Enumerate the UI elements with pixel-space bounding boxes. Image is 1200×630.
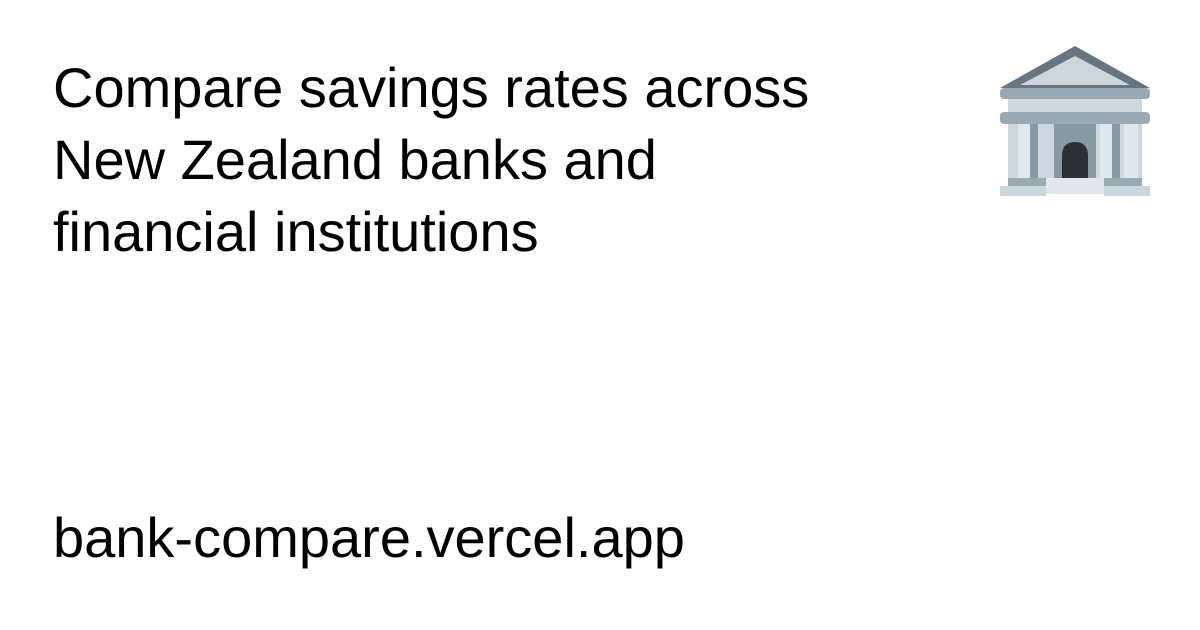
page-title: Compare savings rates across New Zealand… <box>53 52 933 268</box>
title-line-3: financial institutions <box>53 200 539 263</box>
title-line-1: Compare savings rates across <box>53 56 810 119</box>
title-line-2: New Zealand banks and <box>53 128 657 191</box>
site-domain: bank-compare.vercel.app <box>53 506 685 569</box>
bank-building-icon <box>996 44 1154 198</box>
